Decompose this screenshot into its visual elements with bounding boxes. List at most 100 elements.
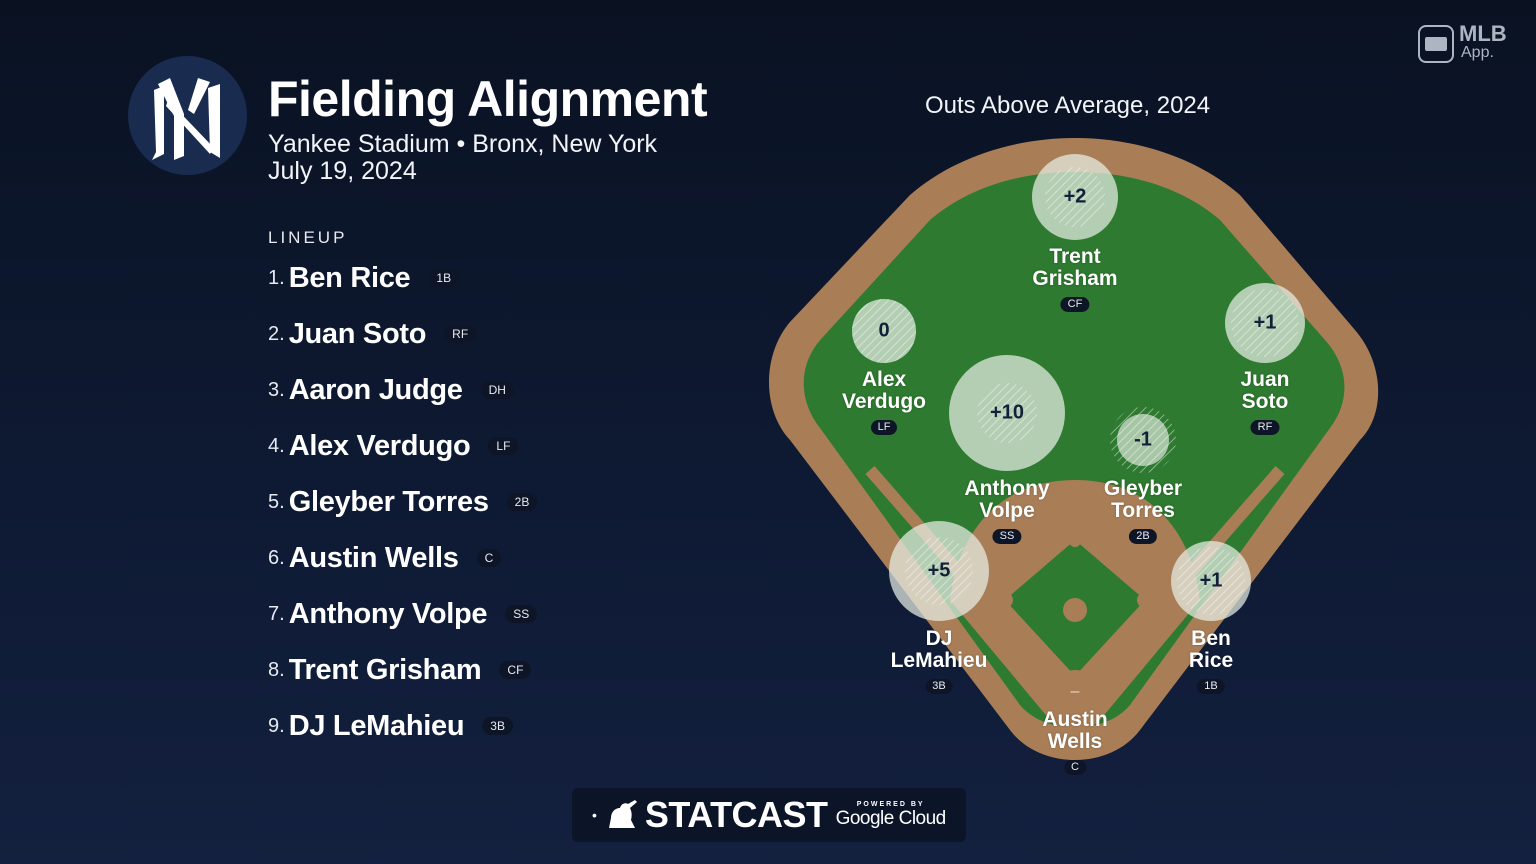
oaa-value-3b: +5 bbox=[927, 559, 951, 582]
powered-by-text: POWERED BY bbox=[856, 800, 925, 808]
fielder-last-name: Volpe bbox=[979, 499, 1035, 522]
lineup-item: 5. Gleyber Torres 2B bbox=[268, 482, 538, 522]
batting-order: 2. bbox=[268, 322, 285, 345]
fielder-first-name: Juan bbox=[1240, 368, 1290, 391]
statcast-wordmark: STATCAST bbox=[644, 794, 828, 835]
player-name: Austin Wells bbox=[288, 541, 459, 574]
fielder-position-badge: 2B bbox=[1129, 529, 1157, 544]
fielder-last-name: Wells bbox=[1047, 730, 1103, 753]
lineup-heading: LINEUP bbox=[268, 228, 348, 247]
base-third bbox=[997, 592, 1013, 608]
oaa-circle-cf bbox=[1032, 154, 1118, 240]
position-badge: CF bbox=[499, 661, 532, 679]
yankees-logo bbox=[128, 56, 247, 175]
game-date: July 19, 2024 bbox=[268, 157, 417, 185]
fielder-last-name: Rice bbox=[1188, 649, 1234, 672]
fielder-label-c: Austin Wells C bbox=[1042, 708, 1108, 775]
oaa-circle-rf bbox=[1225, 283, 1305, 363]
player-name: Alex Verdugo bbox=[288, 429, 471, 462]
oaa-value-ss: +10 bbox=[990, 401, 1024, 424]
oaa-value-rf: +1 bbox=[1253, 311, 1277, 334]
lineup-item: 2. Juan Soto RF bbox=[268, 314, 477, 354]
batting-order: 5. bbox=[268, 490, 285, 513]
pitchers-mound bbox=[1063, 598, 1087, 622]
batting-order: 3. bbox=[268, 378, 285, 401]
batting-order: 4. bbox=[268, 434, 285, 457]
oaa-circle-ss bbox=[949, 355, 1065, 471]
oaa-circle-2b bbox=[1110, 407, 1176, 473]
mlb-batter-icon bbox=[1425, 37, 1447, 51]
mlb-app-logo: MLB App. bbox=[1418, 21, 1518, 65]
player-name: DJ LeMahieu bbox=[288, 709, 465, 742]
fielder-first-name: Anthony bbox=[964, 477, 1050, 500]
mlb-app-icon-frame bbox=[1418, 25, 1454, 63]
fielder-label-rf: Juan Soto RF bbox=[1240, 368, 1290, 435]
batting-order: 9. bbox=[268, 714, 285, 737]
oaa-circle-lf bbox=[852, 299, 916, 363]
page-title: Fielding Alignment bbox=[268, 71, 708, 127]
oaa-value-cf: +2 bbox=[1063, 185, 1087, 208]
oaa-value-1b: +1 bbox=[1199, 569, 1223, 592]
lineup-item: 8. Trent Grisham CF bbox=[268, 650, 532, 690]
lineup-item: 1. Ben Rice 1B bbox=[268, 258, 460, 298]
chart-title: Outs Above Average, 2024 bbox=[925, 92, 1211, 119]
fielder-first-name: DJ bbox=[925, 627, 953, 650]
player-name: Trent Grisham bbox=[288, 653, 482, 686]
fielder-first-name: Austin bbox=[1042, 708, 1108, 731]
fielder-first-name: Trent bbox=[1049, 245, 1101, 268]
mlb-batter-silhouette-icon bbox=[608, 800, 637, 828]
position-badge: 3B bbox=[482, 717, 513, 735]
bullet-dot-icon: • bbox=[592, 807, 597, 823]
player-name: Ben Rice bbox=[288, 261, 411, 294]
oaa-circle-3b bbox=[889, 521, 989, 621]
oaa-circle-1b bbox=[1171, 541, 1251, 621]
lineup-item: 6. Austin Wells C bbox=[268, 538, 502, 578]
position-badge: RF bbox=[444, 325, 477, 343]
fielder-label-2b: Gleyber Torres 2B bbox=[1104, 478, 1182, 544]
position-badge: LF bbox=[488, 437, 519, 455]
player-name: Anthony Volpe bbox=[288, 597, 488, 630]
venue-text: Yankee Stadium • Bronx, New York bbox=[268, 130, 658, 158]
home-plate-circle bbox=[1053, 670, 1097, 714]
fielder-label-1b: Ben Rice 1B bbox=[1189, 628, 1233, 694]
fielder-position-badge: SS bbox=[992, 529, 1022, 544]
ny-monogram-icon bbox=[152, 78, 220, 160]
position-badge: DH bbox=[480, 381, 514, 399]
player-name: Gleyber Torres bbox=[288, 485, 489, 518]
lineup-item: 3. Aaron Judge DH bbox=[268, 370, 514, 410]
mlb-app-wordmark: MLB bbox=[1459, 21, 1507, 46]
player-name: Aaron Judge bbox=[288, 373, 463, 406]
fielder-position-badge: RF bbox=[1250, 420, 1280, 435]
oaa-value-2b: -1 bbox=[1134, 428, 1152, 451]
lineup-item: 9. DJ LeMahieu 3B bbox=[268, 706, 513, 746]
batting-order: 1. bbox=[268, 266, 285, 289]
batting-order: 6. bbox=[268, 546, 285, 569]
position-badge: C bbox=[476, 549, 502, 567]
position-badge: 2B bbox=[506, 493, 538, 511]
fielder-last-name: Grisham bbox=[1032, 267, 1118, 290]
fielder-label-ss: Anthony Volpe SS bbox=[964, 477, 1050, 544]
statcast-banner: • STATCAST POWERED BY Google Cloud bbox=[572, 788, 966, 842]
fielder-last-name: Torres bbox=[1111, 499, 1175, 522]
base-first bbox=[1137, 592, 1153, 608]
fielder-last-name: Verdugo bbox=[841, 390, 927, 413]
fielder-first-name: Alex bbox=[861, 368, 907, 391]
batting-order: 7. bbox=[268, 602, 285, 625]
fielder-label-3b: DJ LeMahieu 3B bbox=[890, 627, 988, 694]
fielder-last-name: LeMahieu bbox=[890, 649, 988, 672]
fielder-last-name: Soto bbox=[1241, 390, 1289, 413]
fielder-label-cf: Trent Grisham CF bbox=[1032, 245, 1118, 312]
fielder-position-badge: LF bbox=[870, 420, 898, 435]
lineup-item: 4. Alex Verdugo LF bbox=[268, 426, 519, 466]
fielder-position-badge: CF bbox=[1060, 297, 1090, 312]
position-badge: SS bbox=[505, 605, 538, 623]
base-second bbox=[1069, 535, 1081, 547]
powered-by-google-cloud: POWERED BY Google Cloud bbox=[835, 800, 947, 830]
fielder-label-lf: Alex Verdugo LF bbox=[842, 369, 926, 435]
google-cloud-text: Google Cloud bbox=[835, 807, 947, 829]
oaa-value-lf: 0 bbox=[878, 319, 890, 342]
fielder-position-badge: 1B bbox=[1197, 679, 1225, 694]
fielder-first-name: Ben bbox=[1191, 627, 1231, 650]
batting-order: 8. bbox=[268, 658, 285, 681]
